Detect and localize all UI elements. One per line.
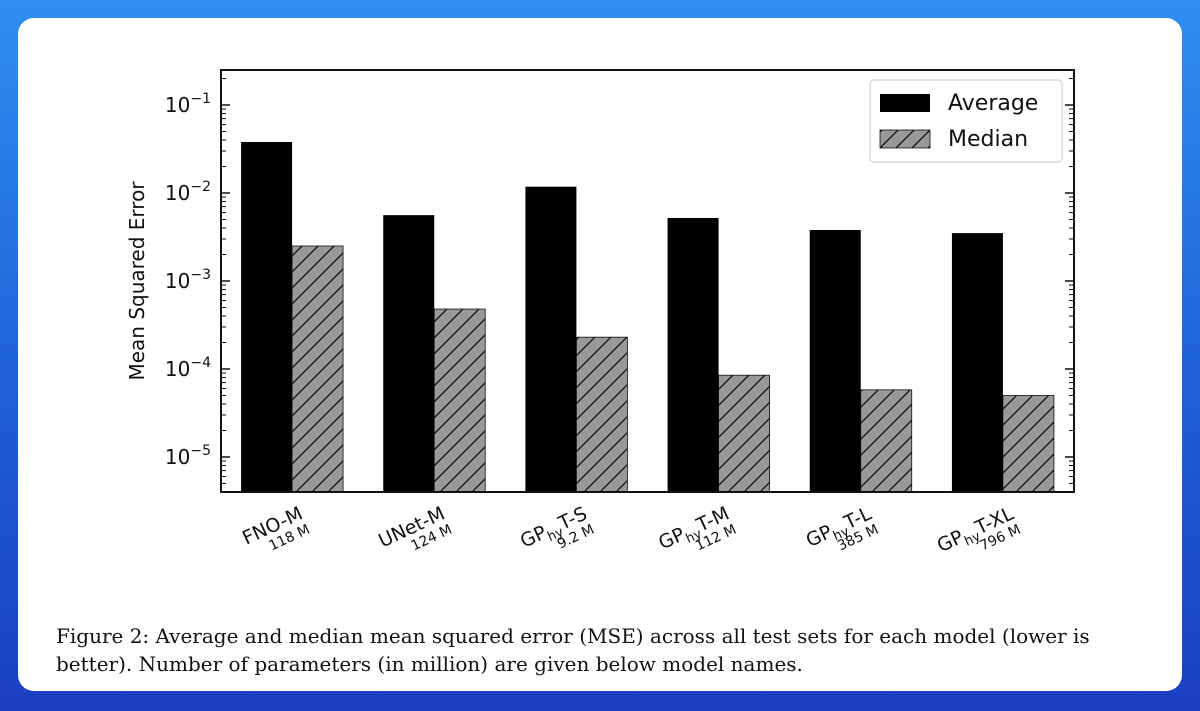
legend-label-average: Average [948,91,1038,116]
y-tick-label: 10−3 [165,267,211,293]
bar-median-gphyt-xl [1002,395,1055,493]
bar-average-gphyt-s [525,186,577,493]
figure-card: 10−1 10−2 10−3 10−4 10−5 Mean Squared Error FN… [18,18,1182,691]
y-axis-label: Mean Squared Error [125,181,149,381]
bar-average-gphyt-l [809,229,861,492]
y-tick-label: 10−5 [165,443,211,469]
legend-label-median: Median [948,127,1028,152]
legend-swatch-median [879,129,931,149]
y-tick-label: 10−2 [165,179,211,205]
bar-median-gphyt-s [576,336,628,493]
mse-bar-chart: 10−1 10−2 10−3 10−4 10−5 Mean Squared Error FN… [125,69,1075,557]
y-tick-label: 10−4 [165,355,211,381]
bar-average-gphyt-xl [951,233,1003,492]
bar-average-gphyt-m [667,217,719,492]
bar-median-unet-m [433,308,486,493]
y-tick-label: 10−1 [165,91,211,117]
bar-average-fno-m [241,141,293,492]
bar-median-fno-m [291,245,344,493]
legend-swatch-average [880,94,930,112]
legend: Average Median [869,79,1063,163]
bar-median-gphyt-m [718,374,770,493]
x-category-label: GPhyT-S9.2 M [517,503,597,553]
bar-average-unet-m [383,215,435,493]
bar-median-gphyt-l [860,389,913,493]
figure-caption: Figure 2: Average and median mean square… [56,624,1090,676]
